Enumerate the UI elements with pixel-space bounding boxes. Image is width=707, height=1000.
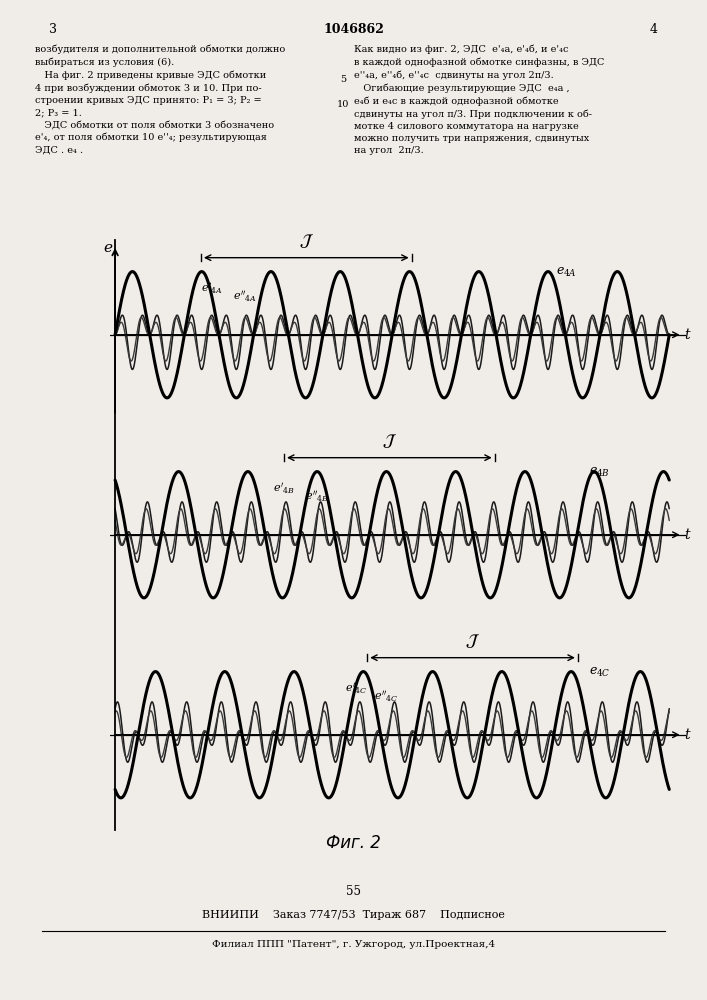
Text: t: t bbox=[684, 728, 690, 742]
Text: 3: 3 bbox=[49, 23, 57, 36]
Text: $e''_{4A}$: $e''_{4A}$ bbox=[233, 290, 257, 304]
Text: $e'_{4A}$: $e'_{4A}$ bbox=[201, 281, 223, 296]
Text: $\mathcal{J}$: $\mathcal{J}$ bbox=[299, 232, 314, 250]
Text: Как видно из фиг. 2, ЭДС  e'₄а, e'₄б, и e'₄c
в каждой однофазной обмотке синфазн: Как видно из фиг. 2, ЭДС e'₄а, e'₄б, и e… bbox=[354, 45, 604, 155]
Text: 4: 4 bbox=[650, 23, 658, 36]
Text: $e'_{4B}$: $e'_{4B}$ bbox=[273, 481, 295, 496]
Text: Фиг. 2: Фиг. 2 bbox=[326, 834, 381, 852]
Text: 55: 55 bbox=[346, 885, 361, 898]
Text: e: e bbox=[103, 241, 112, 255]
Text: возбудителя и дополнительной обмотки должно
выбираться из условия (6).
   На фиг: возбудителя и дополнительной обмотки дол… bbox=[35, 45, 286, 155]
Text: $e''_{4C}$: $e''_{4C}$ bbox=[375, 690, 399, 704]
Text: $\mathcal{J}$: $\mathcal{J}$ bbox=[465, 632, 480, 650]
Text: Филиал ППП "Патент", г. Ужгород, ул.Проектная,4: Филиал ППП "Патент", г. Ужгород, ул.Прое… bbox=[212, 940, 495, 949]
Text: $e_{4C}$: $e_{4C}$ bbox=[589, 666, 611, 679]
Text: $e_{4A}$: $e_{4A}$ bbox=[556, 266, 577, 279]
Text: $\mathcal{J}$: $\mathcal{J}$ bbox=[382, 432, 397, 450]
Text: $e''_{4B}$: $e''_{4B}$ bbox=[305, 490, 329, 504]
Text: $e'_{4C}$: $e'_{4C}$ bbox=[345, 681, 368, 696]
Text: $e_{4B}$: $e_{4B}$ bbox=[590, 466, 610, 479]
Text: 10: 10 bbox=[337, 100, 349, 109]
Text: t: t bbox=[684, 528, 690, 542]
Text: 1046862: 1046862 bbox=[323, 23, 384, 36]
Text: t: t bbox=[684, 328, 690, 342]
Text: ВНИИПИ    Заказ 7747/53  Тираж 687    Подписное: ВНИИПИ Заказ 7747/53 Тираж 687 Подписное bbox=[202, 910, 505, 920]
Text: 5: 5 bbox=[340, 75, 346, 84]
